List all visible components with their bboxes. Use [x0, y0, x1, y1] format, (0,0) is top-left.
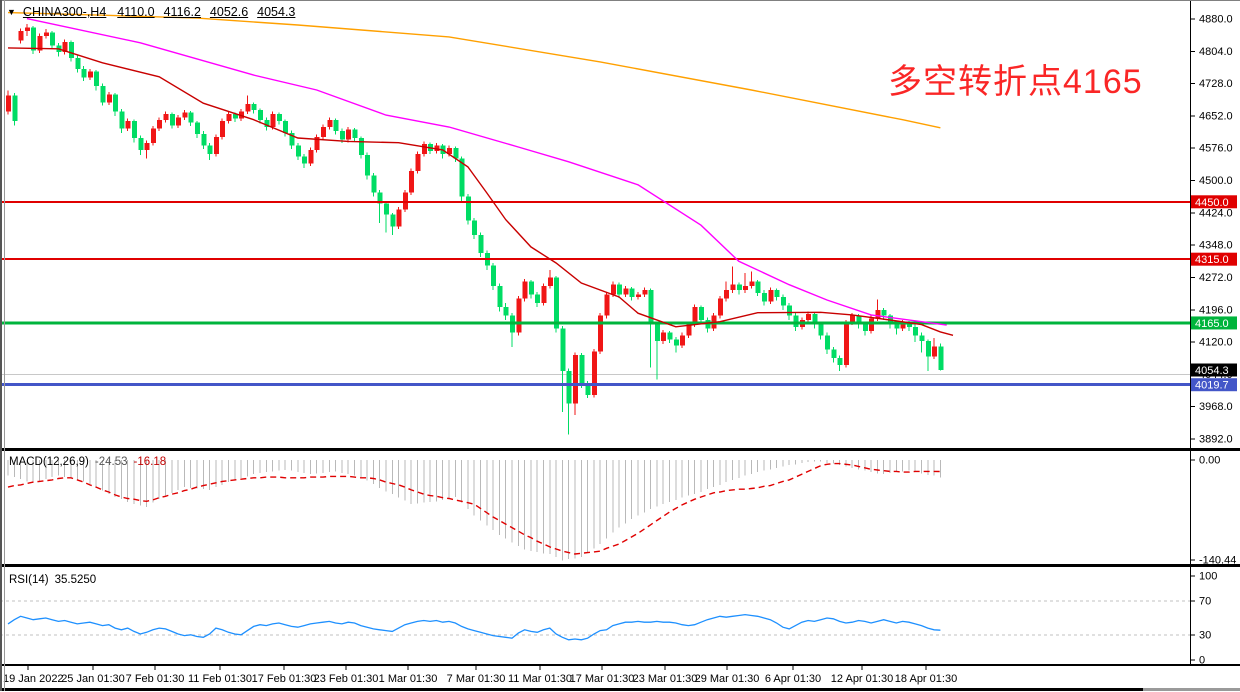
macd-main-value: -24.53: [94, 456, 128, 468]
svg-text:19 Jan 2022: 19 Jan 2022: [3, 673, 64, 685]
svg-text:17 Mar 01:30: 17 Mar 01:30: [570, 673, 635, 685]
svg-text:100: 100: [1199, 571, 1217, 583]
svg-text:12 Apr 01:30: 12 Apr 01:30: [831, 673, 893, 685]
rsi-current-value: 35.5250: [54, 574, 97, 586]
svg-text:17 Feb 01:30: 17 Feb 01:30: [252, 673, 317, 685]
svg-text:23 Feb 01:30: 23 Feb 01:30: [314, 673, 379, 685]
svg-text:4196.0: 4196.0: [1199, 304, 1233, 316]
svg-text:0.00: 0.00: [1199, 455, 1220, 467]
svg-text:-140.44: -140.44: [1199, 555, 1236, 567]
rsi-indicator-name: RSI(14): [9, 574, 49, 586]
svg-text:3968.0: 3968.0: [1199, 401, 1233, 413]
svg-text:29 Mar 01:30: 29 Mar 01:30: [695, 673, 760, 685]
rsi-pane: [0, 600, 1190, 641]
svg-text:1 Mar 01:30: 1 Mar 01:30: [379, 673, 438, 685]
svg-text:4054.3: 4054.3: [1195, 365, 1229, 377]
chart-info-line: ▼ CHINA300-,H4 4110.0 4116.2 4052.6 4054.3: [7, 4, 304, 20]
svg-text:4165.0: 4165.0: [1195, 318, 1229, 330]
svg-text:7 Mar 01:30: 7 Mar 01:30: [447, 673, 506, 685]
ohlc-info-text: CHINA300-,H4 4110.0 4116.2 4052.6 4054.3: [23, 5, 304, 19]
svg-text:4804.0: 4804.0: [1199, 46, 1233, 58]
svg-text:23 Mar 01:30: 23 Mar 01:30: [633, 673, 698, 685]
svg-text:4272.0: 4272.0: [1199, 272, 1233, 284]
macd-pane-label: MACD(12,26,9) -24.53 -16.18: [9, 456, 172, 468]
macd-signal-value: -16.18: [133, 456, 167, 468]
overlay-ma-fast-red: [7, 47, 954, 336]
svg-text:4500.0: 4500.0: [1199, 175, 1233, 187]
svg-text:3892.0: 3892.0: [1199, 433, 1233, 445]
macd-pane: [7, 460, 941, 561]
svg-text:4450.0: 4450.0: [1195, 197, 1229, 209]
open-value: 4110.0: [117, 5, 155, 19]
svg-text:30: 30: [1199, 629, 1211, 641]
svg-text:4315.0: 4315.0: [1195, 254, 1229, 266]
overlay-ma-medium-magenta: [26, 17, 947, 326]
rsi-axis: 100 70 30 0: [1190, 571, 1217, 667]
svg-text:4348.0: 4348.0: [1199, 240, 1233, 252]
close-value: 4054.3: [257, 5, 296, 19]
horizontal-lines-layer: [0, 200, 1190, 387]
chart-annotation-text: 多空转折点4165: [888, 63, 1143, 101]
symbol-dropdown-icon[interactable]: ▼: [7, 7, 16, 17]
svg-text:7 Feb 01:30: 7 Feb 01:30: [126, 673, 185, 685]
svg-text:4652.0: 4652.0: [1199, 110, 1233, 122]
svg-text:4424.0: 4424.0: [1199, 207, 1233, 219]
svg-text:4728.0: 4728.0: [1199, 78, 1233, 90]
svg-text:4019.7: 4019.7: [1195, 380, 1229, 392]
candles-layer: [6, 24, 944, 435]
svg-text:4880.0: 4880.0: [1199, 14, 1233, 26]
svg-text:11 Feb 01:30: 11 Feb 01:30: [188, 673, 252, 685]
svg-text:18 Apr 01:30: 18 Apr 01:30: [895, 673, 957, 685]
svg-text:25 Jan 01:30: 25 Jan 01:30: [61, 673, 125, 685]
low-value: 4052.6: [209, 5, 249, 19]
svg-text:4576.0: 4576.0: [1199, 143, 1233, 155]
high-value: 4116.2: [163, 5, 201, 19]
rsi-pane-label: RSI(14) 35.5250: [9, 574, 102, 586]
svg-text:4120.0: 4120.0: [1199, 337, 1233, 349]
svg-text:6 Apr 01:30: 6 Apr 01:30: [765, 673, 821, 685]
svg-text:0: 0: [1199, 655, 1205, 667]
overlay-ma-slow-orange: [7, 11, 941, 129]
symbol-period-label: CHINA300-,H4: [22, 5, 107, 19]
macd-axis: 0.00 -140.44: [1190, 454, 1236, 664]
macd-indicator-name: MACD(12,26,9): [9, 456, 89, 468]
current-price-label: 4054.3: [1191, 363, 1237, 377]
price-line-labels: 4450.0 4315.0 4165.0 4019.7: [1191, 195, 1237, 392]
svg-text:11 Mar 01:30: 11 Mar 01:30: [508, 673, 572, 685]
svg-text:70: 70: [1199, 596, 1211, 608]
